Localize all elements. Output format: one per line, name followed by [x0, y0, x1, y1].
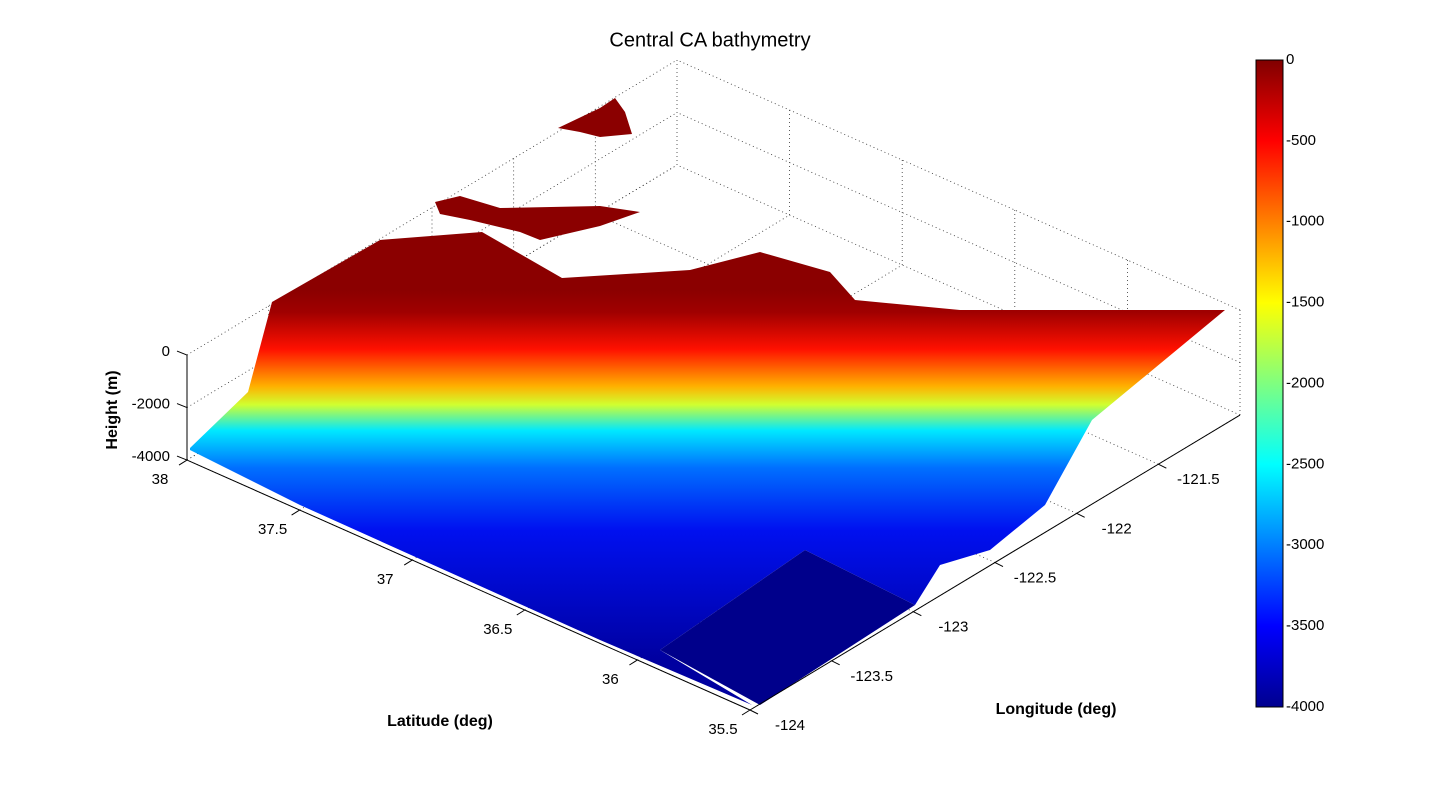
colorbar-tick-label: 0: [1286, 51, 1294, 68]
tick-mark: [831, 660, 840, 666]
grid-line: [186, 59, 678, 356]
colorbar-tick-label: -3000: [1286, 536, 1324, 553]
y-tick-label: 37.5: [258, 521, 287, 538]
x-tick-label: -122: [1102, 520, 1132, 537]
land: [435, 196, 640, 240]
colorbar-tick-label: -2000: [1286, 374, 1324, 391]
colorbar-tick-label: -1000: [1286, 213, 1324, 230]
tick-mark: [291, 509, 300, 516]
colorbar-tick-label: -4000: [1286, 698, 1324, 715]
tick-mark: [176, 403, 188, 408]
grid-line: [186, 112, 678, 408]
colorbar-tick-label: -2500: [1286, 455, 1324, 472]
tick-mark: [1158, 463, 1167, 469]
tick-mark: [403, 559, 413, 566]
grid-line: [299, 214, 790, 511]
surface: [190, 98, 1225, 705]
x-tick-label: -124: [775, 717, 805, 734]
tick-mark: [176, 350, 188, 356]
tick-mark: [749, 709, 759, 715]
surface-floor: [660, 550, 915, 705]
x-tick-label: -122.5: [1014, 569, 1057, 586]
x-tick-label: -123: [938, 619, 968, 636]
tick-mark: [994, 562, 1004, 567]
colorbar: [1255, 59, 1284, 708]
y-tick-label: 35.5: [708, 721, 737, 738]
chart-title: Central CA bathymetry: [609, 29, 810, 51]
x-axis-label: Longitude (deg): [996, 701, 1117, 718]
x-tick-label: -121.5: [1177, 471, 1220, 488]
tick-mark: [629, 659, 638, 666]
ticks: [176, 59, 1283, 716]
z-tick-label: 0: [162, 343, 170, 360]
tick-mark: [178, 459, 188, 466]
tick-mark: [516, 609, 526, 616]
tick-mark: [1076, 512, 1085, 518]
x-tick-label: -123.5: [850, 668, 893, 685]
tick-mark: [741, 709, 751, 716]
z-axis-label: Height (m): [104, 370, 121, 449]
surface-body: [190, 232, 1225, 705]
y-axis-label: Latitude (deg): [387, 713, 493, 730]
y-tick-label: 36.5: [483, 621, 512, 638]
colorbar-tick-label: -500: [1286, 132, 1316, 149]
tick-mark: [176, 455, 188, 461]
z-tick-label: -2000: [132, 395, 170, 412]
axis-line: [186, 459, 751, 711]
labels: Central CA bathymetry Latitude (deg) Lon…: [104, 29, 1324, 738]
y-tick-label: 38: [152, 471, 169, 488]
land: [558, 98, 632, 137]
tick-mark: [913, 611, 922, 617]
colorbar-tick-label: -1500: [1286, 294, 1324, 311]
colorbar-tick-label: -3500: [1286, 617, 1324, 634]
z-tick-label: -4000: [132, 448, 170, 465]
y-tick-label: 37: [377, 571, 394, 588]
y-tick-label: 36: [602, 671, 619, 688]
